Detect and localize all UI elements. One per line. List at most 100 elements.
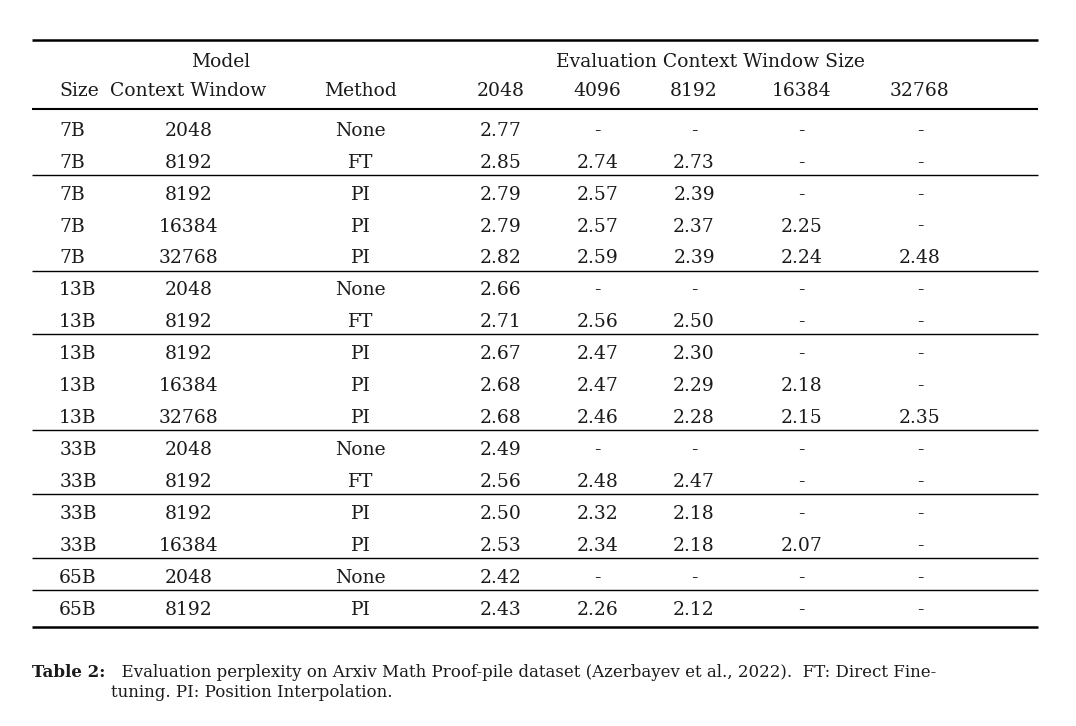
Text: 7B: 7B	[59, 154, 85, 171]
Text: 2.25: 2.25	[781, 218, 822, 235]
Text: 2.68: 2.68	[480, 409, 521, 427]
Text: -: -	[917, 537, 923, 555]
Text: 2.50: 2.50	[480, 505, 521, 523]
Text: 7B: 7B	[59, 218, 85, 235]
Text: 32768: 32768	[158, 250, 218, 267]
Text: PI: PI	[351, 505, 370, 523]
Text: 33B: 33B	[59, 441, 97, 459]
Text: 2.56: 2.56	[480, 473, 521, 491]
Text: 2.85: 2.85	[480, 154, 521, 171]
Text: None: None	[335, 282, 386, 299]
Text: None: None	[335, 122, 386, 139]
Text: -: -	[917, 154, 923, 171]
Text: FT: FT	[348, 314, 373, 331]
Text: PI: PI	[351, 537, 370, 555]
Text: 2.30: 2.30	[674, 346, 714, 363]
Text: 13B: 13B	[59, 282, 97, 299]
Text: 2.43: 2.43	[480, 601, 521, 619]
Text: 8192: 8192	[165, 601, 212, 619]
Text: 2.68: 2.68	[480, 378, 521, 395]
Text: 13B: 13B	[59, 346, 97, 363]
Text: -: -	[691, 282, 697, 299]
Text: 16384: 16384	[158, 218, 218, 235]
Text: -: -	[691, 122, 697, 139]
Text: -: -	[917, 218, 923, 235]
Text: Evaluation perplexity on Arxiv Math Proof-pile dataset (Azerbayev et al., 2022).: Evaluation perplexity on Arxiv Math Proo…	[111, 664, 936, 701]
Text: PI: PI	[351, 378, 370, 395]
Text: 2.18: 2.18	[674, 537, 714, 555]
Text: 2048: 2048	[165, 441, 212, 459]
Text: 4096: 4096	[574, 82, 621, 99]
Text: -: -	[798, 282, 805, 299]
Text: -: -	[798, 601, 805, 619]
Text: 2.74: 2.74	[577, 154, 618, 171]
Text: 2.50: 2.50	[674, 314, 714, 331]
Text: None: None	[335, 569, 386, 587]
Text: -: -	[798, 314, 805, 331]
Text: 2048: 2048	[165, 569, 212, 587]
Text: 2.35: 2.35	[900, 409, 940, 427]
Text: -: -	[917, 314, 923, 331]
Text: 2.46: 2.46	[577, 409, 618, 427]
Text: 65B: 65B	[59, 601, 97, 619]
Text: 65B: 65B	[59, 569, 97, 587]
Text: -: -	[917, 346, 923, 363]
Text: 2.48: 2.48	[577, 473, 618, 491]
Text: 2.57: 2.57	[577, 186, 618, 203]
Text: 13B: 13B	[59, 378, 97, 395]
Text: Evaluation Context Window Size: Evaluation Context Window Size	[555, 53, 865, 70]
Text: 2.47: 2.47	[674, 473, 714, 491]
Text: -: -	[691, 441, 697, 459]
Text: 2.42: 2.42	[480, 569, 521, 587]
Text: 2.07: 2.07	[781, 537, 822, 555]
Text: 32768: 32768	[158, 409, 218, 427]
Text: 2.82: 2.82	[480, 250, 521, 267]
Text: PI: PI	[351, 218, 370, 235]
Text: 7B: 7B	[59, 186, 85, 203]
Text: -: -	[594, 569, 600, 587]
Text: 16384: 16384	[771, 82, 832, 99]
Text: -: -	[594, 122, 600, 139]
Text: 2.79: 2.79	[480, 218, 521, 235]
Text: 2.29: 2.29	[674, 378, 714, 395]
Text: PI: PI	[351, 346, 370, 363]
Text: -: -	[798, 154, 805, 171]
Text: 16384: 16384	[158, 378, 218, 395]
Text: FT: FT	[348, 473, 373, 491]
Text: 2.47: 2.47	[577, 378, 618, 395]
Text: 2.53: 2.53	[480, 537, 521, 555]
Text: 2.28: 2.28	[674, 409, 714, 427]
Text: 8192: 8192	[165, 473, 212, 491]
Text: -: -	[798, 473, 805, 491]
Text: -: -	[594, 441, 600, 459]
Text: 8192: 8192	[165, 154, 212, 171]
Text: 2.79: 2.79	[480, 186, 521, 203]
Text: 2.39: 2.39	[674, 250, 714, 267]
Text: -: -	[798, 186, 805, 203]
Text: 2.26: 2.26	[577, 601, 618, 619]
Text: 2.47: 2.47	[577, 346, 618, 363]
Text: 2.39: 2.39	[674, 186, 714, 203]
Text: 2.77: 2.77	[480, 122, 521, 139]
Text: Size: Size	[59, 82, 99, 99]
Text: PI: PI	[351, 186, 370, 203]
Text: 2.18: 2.18	[674, 505, 714, 523]
Text: -: -	[917, 441, 923, 459]
Text: PI: PI	[351, 250, 370, 267]
Text: 2.71: 2.71	[480, 314, 521, 331]
Text: 2.37: 2.37	[674, 218, 714, 235]
Text: Method: Method	[324, 82, 397, 99]
Text: 2.59: 2.59	[577, 250, 618, 267]
Text: 8192: 8192	[165, 346, 212, 363]
Text: PI: PI	[351, 601, 370, 619]
Text: 8192: 8192	[165, 505, 212, 523]
Text: -: -	[594, 282, 600, 299]
Text: 7B: 7B	[59, 122, 85, 139]
Text: -: -	[917, 122, 923, 139]
Text: 7B: 7B	[59, 250, 85, 267]
Text: 2048: 2048	[165, 122, 212, 139]
Text: 8192: 8192	[670, 82, 718, 99]
Text: -: -	[798, 505, 805, 523]
Text: 2048: 2048	[477, 82, 524, 99]
Text: -: -	[798, 569, 805, 587]
